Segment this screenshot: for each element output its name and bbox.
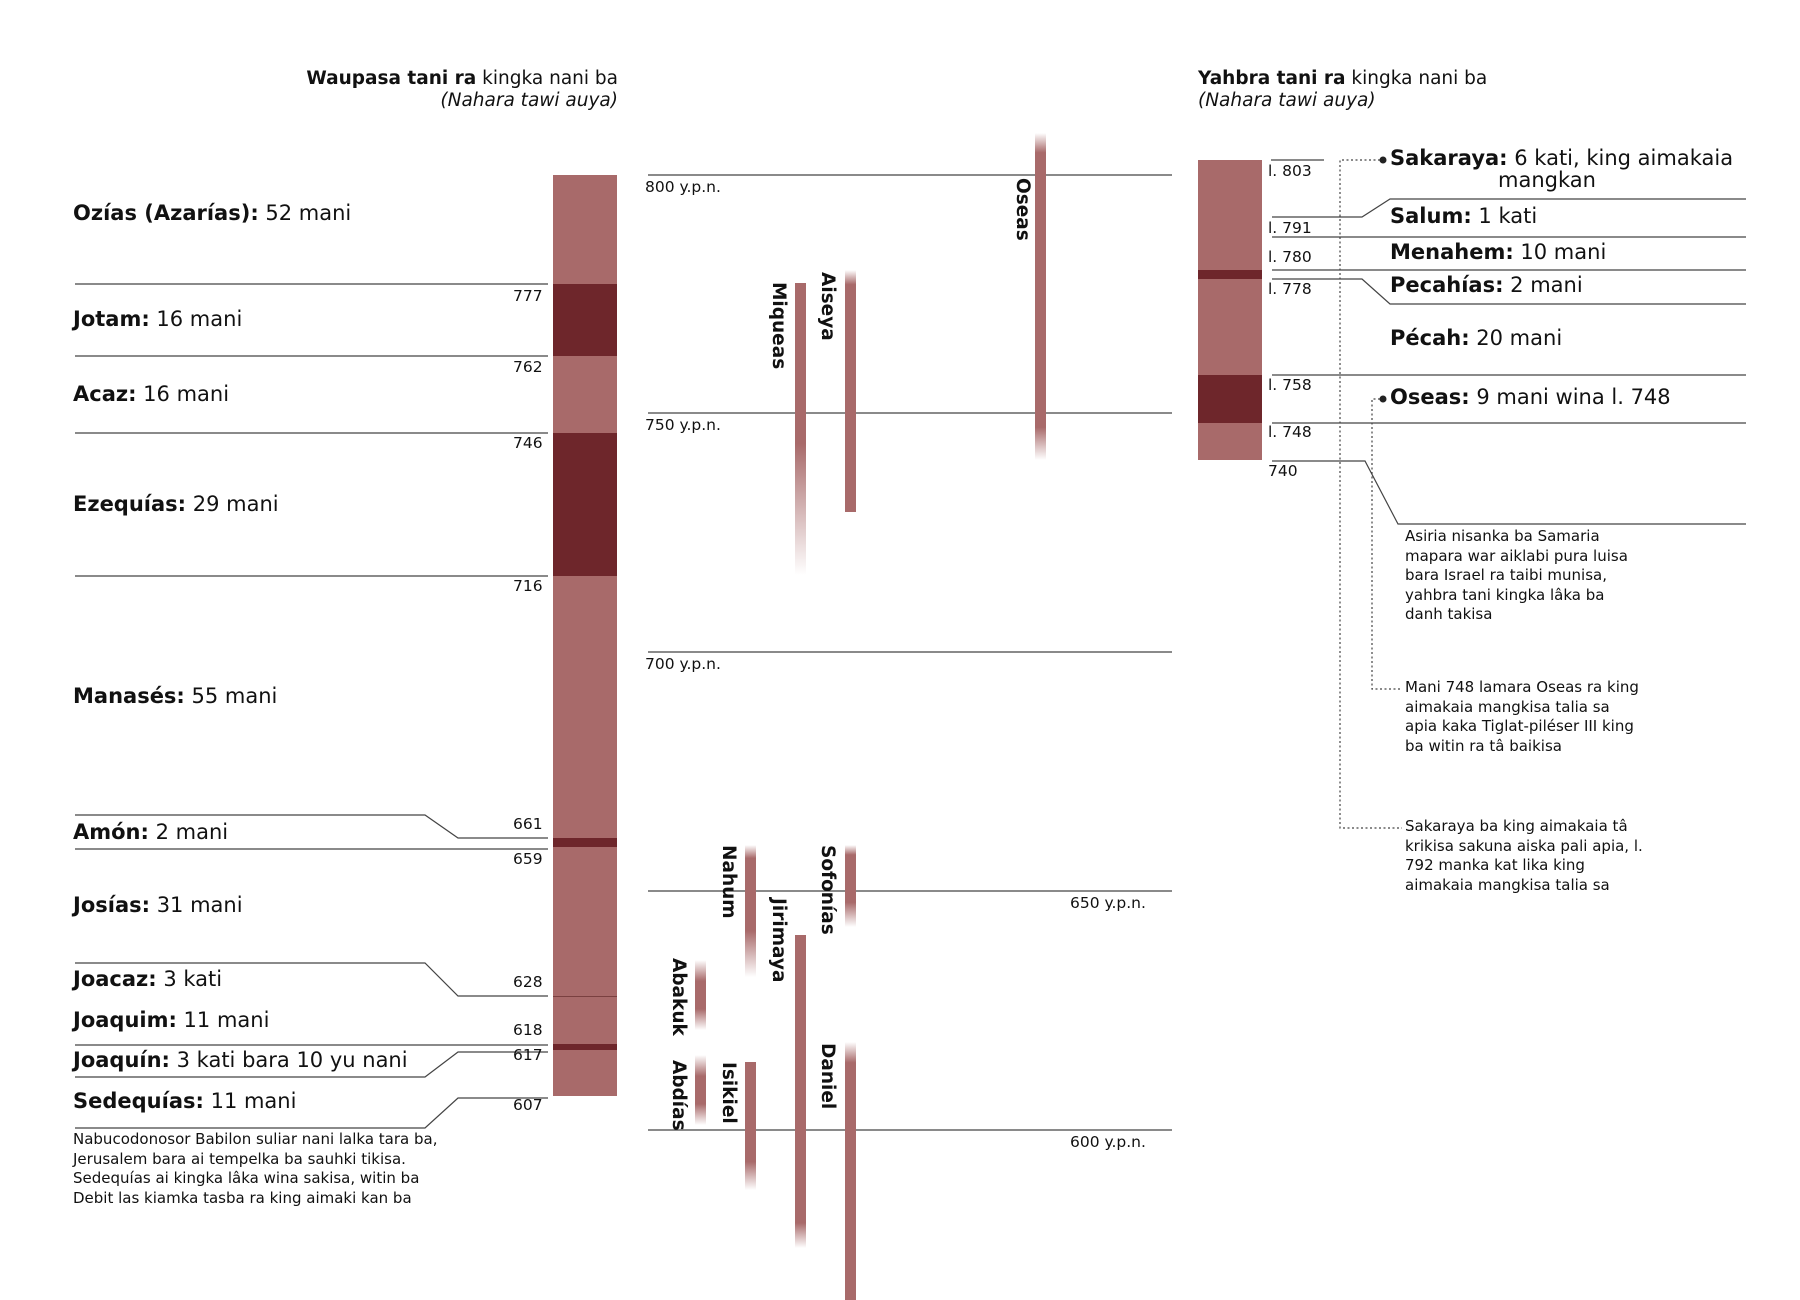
era-800: 800 y.p.n.	[645, 178, 721, 196]
israel-year-778: l. 778	[1268, 280, 1312, 298]
joacaz-divider	[553, 996, 617, 997]
king-acaz: Acaz: 16 mani	[73, 382, 230, 406]
prophet-label-abdias: Abdías	[668, 1060, 689, 1131]
prophet-bar-abakuk	[695, 960, 706, 1030]
prophet-bar-isikiel	[745, 1062, 756, 1190]
king-sakaraya: Sakaraya: 6 kati, king aimakaia mangkan	[1390, 146, 1734, 192]
prophet-bar-abdias	[695, 1055, 706, 1125]
judah-year-716: 716	[513, 577, 543, 595]
israel-year-803: l. 803	[1268, 162, 1312, 180]
era-700: 700 y.p.n.	[645, 655, 721, 673]
king-jotam: Jotam: 16 mani	[73, 307, 243, 331]
prophet-label-sofonias: Sofonías	[817, 845, 838, 935]
prophet-bar-aiseya	[845, 270, 856, 512]
king-joacaz: Joacaz: 3 kati	[73, 967, 223, 991]
judah-note: Nabucodonosor Babilon suliar nani lalka …	[73, 1130, 438, 1207]
israel-year-748: l. 748	[1268, 423, 1312, 441]
judah-year-607: 607	[513, 1096, 543, 1114]
israel-year-791: l. 791	[1268, 219, 1312, 237]
judah-year-746: 746	[513, 434, 543, 452]
king-oseas: Oseas: 9 mani wina l. 748	[1390, 385, 1671, 409]
pecah-reign-segment	[1198, 375, 1262, 423]
israel-year-780: l. 780	[1268, 248, 1312, 266]
joaquin-reign-segment	[553, 1044, 617, 1050]
judah-year-618: 618	[513, 1021, 543, 1039]
prophet-bar-miqueas	[795, 283, 806, 575]
judah-title-bold: Waupasa tani ra	[306, 68, 477, 89]
prophet-label-oseas: Oseas	[1012, 178, 1033, 241]
king-josias: Josías: 31 mani	[73, 893, 243, 917]
judah-year-659: 659	[513, 850, 543, 868]
king-manases: Manasés: 55 mani	[73, 684, 278, 708]
judah-year-762: 762	[513, 358, 543, 376]
king-amon: Amón: 2 mani	[73, 820, 229, 844]
judah-year-628: 628	[513, 973, 543, 991]
judah-title-rest: kingka nani ba	[476, 68, 618, 89]
judah-year-617: 617	[513, 1046, 543, 1064]
king-pecah: Pécah: 20 mani	[1390, 326, 1563, 350]
israel-year-758: l. 758	[1268, 376, 1312, 394]
prophet-label-jirimaya: Jirimaya	[768, 898, 789, 983]
king-ezequias: Ezequías: 29 mani	[73, 492, 279, 516]
prophet-bar-daniel	[845, 1042, 856, 1300]
era-650: 650 y.p.n.	[1070, 894, 1146, 912]
israel-note-samaria: Asiria nisanka ba Samaria mapara war aik…	[1405, 527, 1628, 624]
israel-note-oseas: Mani 748 lamara Oseas ra king aimakaia m…	[1405, 678, 1639, 755]
prophet-label-nahum: Nahum	[718, 845, 739, 919]
menahem-reign-segment	[1198, 270, 1262, 279]
jotam-reign-segment	[553, 284, 617, 356]
king-sedequias: Sedequías: 11 mani	[73, 1089, 297, 1113]
king-menahem: Menahem: 10 mani	[1390, 240, 1607, 264]
judah-header: Waupasa tani ra kingka nani ba (Nahara t…	[260, 68, 618, 112]
era-600: 600 y.p.n.	[1070, 1133, 1146, 1151]
israel-year-740: 740	[1268, 462, 1298, 480]
prophet-label-aiseya: Aiseya	[817, 272, 838, 341]
king-ozias: Ozías (Azarías): 52 mani	[73, 201, 352, 225]
king-pecahias: Pecahías: 2 mani	[1390, 273, 1583, 297]
era-750: 750 y.p.n.	[645, 416, 721, 434]
israel-header: Yahbra tani ra kingka nani ba (Nahara ta…	[1198, 68, 1487, 112]
prophet-label-miqueas: Miqueas	[768, 282, 789, 370]
prophet-label-daniel: Daniel	[817, 1043, 838, 1110]
israel-note-sakaraya: Sakaraya ba king aimakaia tâ krikisa sak…	[1405, 817, 1643, 894]
prophet-bar-sofonias	[845, 845, 856, 927]
amon-reign-segment	[553, 838, 617, 847]
judah-year-661: 661	[513, 815, 543, 833]
king-salum: Salum: 1 kati	[1390, 204, 1538, 228]
prophet-label-abakuk: Abakuk	[668, 958, 689, 1036]
israel-title-rest: kingka nani ba	[1345, 68, 1488, 89]
judah-subtitle: (Nahara tawi auya)	[440, 90, 618, 111]
judah-year-777: 777	[513, 287, 543, 305]
israel-subtitle: (Nahara tawi auya)	[1198, 90, 1376, 111]
prophet-label-isikiel: Isikiel	[718, 1062, 739, 1124]
ezequias-reign-segment	[553, 433, 617, 576]
prophet-bar-nahum	[745, 845, 756, 977]
prophet-bar-jirimaya	[795, 935, 806, 1248]
king-joaquim: Joaquim: 11 mani	[73, 1008, 270, 1032]
prophet-bar-oseas	[1035, 133, 1046, 460]
israel-title-bold: Yahbra tani ra	[1198, 68, 1346, 89]
king-joaquin: Joaquín: 3 kati bara 10 yu nani	[73, 1048, 408, 1072]
